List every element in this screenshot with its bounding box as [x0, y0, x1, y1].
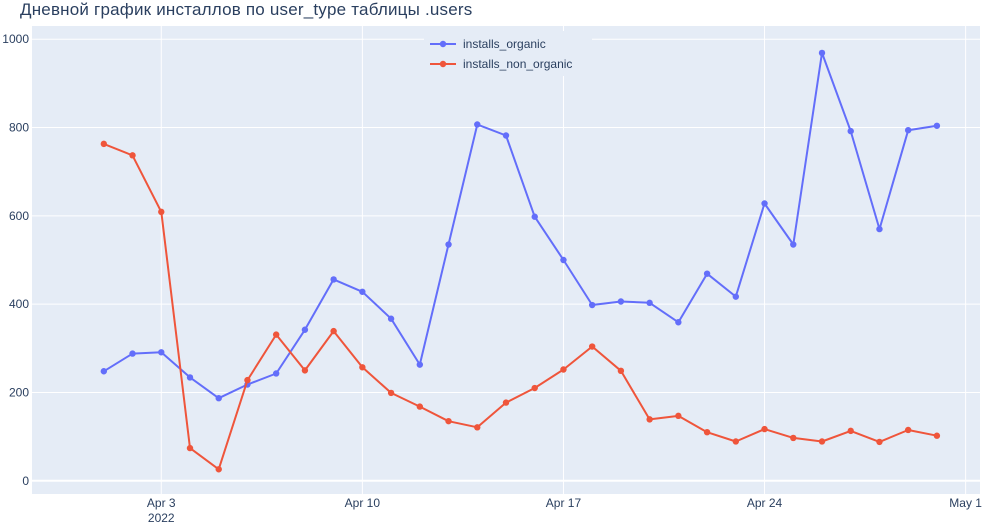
data-point-installs_non_organic[interactable]: [904, 426, 912, 434]
data-point-installs_organic[interactable]: [301, 326, 309, 333]
data-point-installs_non_organic[interactable]: [876, 438, 883, 446]
data-point-installs_non_organic[interactable]: [818, 438, 826, 445]
legend-label: installs_non_organic: [463, 57, 572, 71]
data-point-installs_organic[interactable]: [100, 368, 108, 375]
data-point-installs_organic[interactable]: [617, 298, 625, 305]
data-point-installs_non_organic[interactable]: [847, 427, 854, 435]
legend-box: [424, 31, 592, 76]
y-tick-label: 1000: [2, 32, 29, 46]
data-point-installs_organic[interactable]: [675, 319, 682, 326]
x-tick-label: Apr 17: [546, 496, 582, 510]
data-point-installs_organic[interactable]: [502, 132, 510, 139]
data-point-installs_non_organic[interactable]: [675, 412, 682, 420]
data-point-installs_organic[interactable]: [359, 288, 366, 295]
data-point-installs_non_organic[interactable]: [617, 367, 625, 375]
data-point-installs_organic[interactable]: [445, 241, 452, 248]
y-tick-label: 400: [9, 297, 29, 311]
data-point-installs_organic[interactable]: [732, 293, 740, 300]
data-point-installs_organic[interactable]: [790, 241, 797, 248]
data-point-installs_organic[interactable]: [904, 126, 912, 134]
legend-swatch-marker: [439, 40, 447, 48]
data-point-installs_non_organic[interactable]: [732, 438, 740, 445]
x-tick-label: Apr 3: [147, 496, 176, 510]
series-line-installs_organic: [103, 51, 938, 400]
data-point-installs_organic[interactable]: [416, 361, 424, 368]
data-point-installs_non_organic[interactable]: [301, 367, 309, 374]
data-point-installs_non_organic[interactable]: [330, 327, 337, 335]
y-axis: 0 200 400 600 800 1000: [2, 32, 29, 488]
data-point-installs_non_organic[interactable]: [790, 434, 797, 442]
data-point-installs_non_organic[interactable]: [387, 389, 395, 397]
x-tick-sublabel: 2022: [148, 511, 175, 525]
data-point-installs_non_organic[interactable]: [474, 424, 481, 431]
data-point-installs_organic[interactable]: [933, 122, 941, 129]
series-installs_organic: [100, 49, 941, 402]
data-point-installs_organic[interactable]: [703, 270, 711, 277]
data-point-installs_organic[interactable]: [847, 127, 854, 135]
data-point-installs_non_organic[interactable]: [416, 403, 424, 410]
data-point-installs_organic[interactable]: [560, 256, 567, 264]
data-point-installs_non_organic[interactable]: [158, 208, 165, 216]
y-tick-label: 0: [22, 474, 29, 488]
x-tick-label: May 1: [949, 496, 982, 510]
series-line-installs_non_organic: [103, 142, 938, 471]
data-point-installs_non_organic[interactable]: [761, 425, 768, 433]
legend-item-installs_organic[interactable]: installs_organic: [430, 37, 546, 51]
data-point-installs_non_organic[interactable]: [100, 140, 108, 148]
data-point-installs_organic[interactable]: [186, 374, 194, 381]
x-tick-label: Apr 10: [345, 496, 381, 510]
series-installs_non_organic: [100, 140, 941, 473]
legend-item-installs_non_organic[interactable]: installs_non_organic: [430, 57, 572, 71]
data-point-installs_organic[interactable]: [818, 49, 826, 57]
y-tick-label: 200: [9, 385, 29, 399]
data-point-installs_organic[interactable]: [387, 315, 395, 322]
data-point-installs_non_organic[interactable]: [560, 366, 567, 373]
data-point-installs_non_organic[interactable]: [703, 428, 711, 436]
data-point-installs_non_organic[interactable]: [933, 432, 941, 439]
data-point-installs_organic[interactable]: [272, 370, 280, 377]
data-point-installs_non_organic[interactable]: [531, 384, 538, 392]
data-point-installs_non_organic[interactable]: [445, 417, 452, 425]
data-point-installs_organic[interactable]: [215, 394, 222, 402]
plot-area[interactable]: [32, 26, 980, 494]
data-point-installs_non_organic[interactable]: [129, 152, 136, 159]
data-point-installs_organic[interactable]: [531, 213, 538, 220]
x-tick-label: Apr 24: [747, 496, 783, 510]
data-point-installs_non_organic[interactable]: [359, 364, 366, 371]
data-point-installs_non_organic[interactable]: [646, 416, 653, 423]
chart-title: Дневной график инсталлов по user_type та…: [20, 0, 473, 19]
data-point-installs_non_organic[interactable]: [186, 444, 194, 452]
series-layer: [100, 49, 941, 473]
y-tick-label: 800: [9, 121, 29, 135]
data-point-installs_non_organic[interactable]: [215, 466, 222, 473]
data-point-installs_non_organic[interactable]: [272, 331, 280, 338]
legend-swatch-marker: [439, 60, 447, 68]
legend-label: installs_organic: [463, 37, 546, 51]
data-point-installs_non_organic[interactable]: [502, 399, 510, 406]
data-point-installs_organic[interactable]: [876, 225, 883, 233]
legend[interactable]: installs_organic installs_non_organic: [424, 31, 592, 76]
data-point-installs_organic[interactable]: [761, 200, 768, 207]
data-point-installs_organic[interactable]: [588, 301, 596, 309]
data-point-installs_organic[interactable]: [646, 299, 653, 307]
data-point-installs_non_organic[interactable]: [244, 376, 251, 384]
data-point-installs_non_organic[interactable]: [588, 343, 596, 350]
y-tick-label: 600: [9, 209, 29, 223]
data-point-installs_organic[interactable]: [330, 276, 337, 283]
data-point-installs_organic[interactable]: [474, 121, 481, 128]
data-point-installs_organic[interactable]: [158, 349, 165, 356]
data-point-installs_organic[interactable]: [129, 350, 136, 357]
